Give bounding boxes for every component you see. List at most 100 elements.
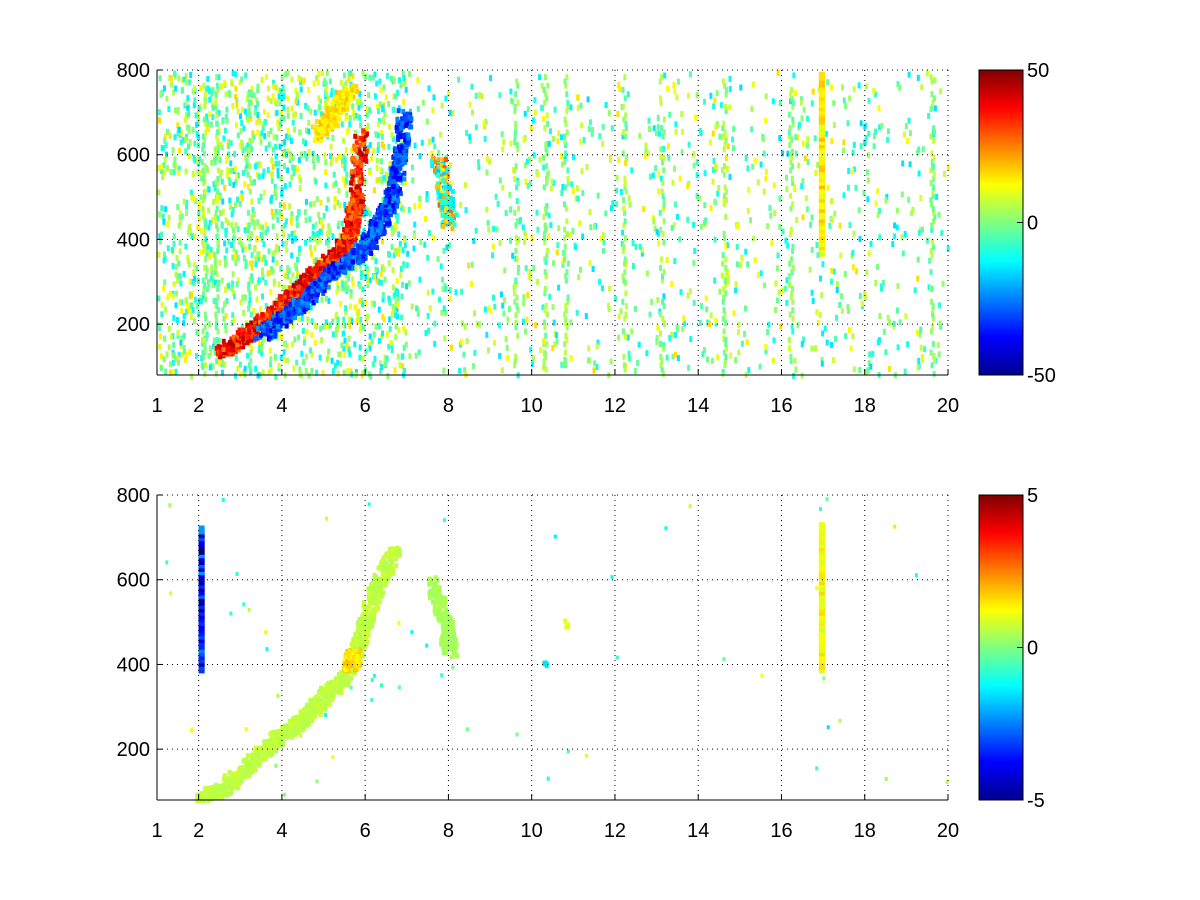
heatmap-cell bbox=[343, 280, 347, 287]
heatmap-cell bbox=[874, 200, 878, 207]
heatmap-cell bbox=[898, 84, 901, 91]
heatmap-cell bbox=[713, 198, 717, 205]
heatmap-cell bbox=[391, 284, 395, 291]
heatmap-cell bbox=[378, 176, 382, 183]
heatmap-cell bbox=[371, 232, 376, 238]
heatmap-cell bbox=[661, 231, 665, 237]
heatmap-cell bbox=[166, 164, 170, 171]
heatmap-cell bbox=[458, 367, 462, 374]
heatmap-cell bbox=[389, 171, 394, 176]
heatmap-cell bbox=[600, 285, 604, 292]
heatmap-cell bbox=[201, 175, 205, 182]
heatmap-cell bbox=[621, 273, 625, 280]
heatmap-cell bbox=[631, 263, 635, 269]
heatmap-cell bbox=[844, 103, 848, 110]
heatmap-cell bbox=[556, 242, 560, 249]
heatmap-cell bbox=[624, 303, 628, 309]
heatmap-cell bbox=[929, 180, 933, 187]
heatmap-cell bbox=[921, 226, 924, 233]
heatmap-cell bbox=[344, 272, 348, 279]
heatmap-cell bbox=[180, 213, 184, 220]
heatmap-cell bbox=[580, 122, 584, 129]
heatmap-cell bbox=[895, 307, 899, 314]
heatmap-cell bbox=[633, 368, 637, 375]
heatmap-cell bbox=[208, 364, 212, 371]
heatmap-cell bbox=[436, 172, 440, 178]
heatmap-cell bbox=[217, 354, 222, 360]
heatmap-cell bbox=[630, 167, 634, 174]
heatmap-cell bbox=[293, 293, 298, 299]
heatmap-cell bbox=[347, 264, 352, 270]
heatmap-cell bbox=[171, 293, 175, 300]
heatmap-cell bbox=[470, 83, 474, 90]
heatmap-cell bbox=[342, 316, 346, 323]
heatmap-cell bbox=[587, 357, 591, 364]
heatmap-cell bbox=[381, 225, 386, 231]
heatmap-cell bbox=[193, 233, 197, 240]
heatmap-cell bbox=[184, 72, 188, 79]
heatmap-cell bbox=[617, 313, 621, 320]
heatmap-cell bbox=[791, 286, 794, 292]
heatmap-cell bbox=[928, 257, 932, 264]
heatmap-cell bbox=[531, 117, 535, 124]
heatmap-cell bbox=[791, 247, 794, 254]
heatmap-cell bbox=[816, 161, 820, 168]
heatmap-cell bbox=[366, 272, 370, 279]
heatmap-cell bbox=[791, 99, 795, 106]
heatmap-cell bbox=[913, 287, 917, 294]
heatmap-cell bbox=[346, 244, 351, 250]
heatmap-cell bbox=[353, 241, 358, 247]
heatmap-cell bbox=[197, 311, 201, 318]
heatmap-cell bbox=[203, 163, 207, 170]
heatmap-cell bbox=[443, 177, 448, 183]
heatmap-cell bbox=[262, 254, 266, 261]
heatmap-cell bbox=[431, 107, 435, 114]
heatmap-cell bbox=[320, 337, 324, 344]
heatmap-cell bbox=[377, 108, 381, 115]
heatmap-cell bbox=[162, 285, 166, 292]
heatmap-cell bbox=[396, 108, 401, 114]
heatmap-cell bbox=[190, 194, 194, 201]
heatmap-cell bbox=[305, 303, 310, 308]
heatmap-cell bbox=[431, 136, 435, 143]
heatmap-cell bbox=[550, 178, 554, 185]
heatmap-cell bbox=[246, 235, 250, 242]
heatmap-cell bbox=[366, 123, 370, 129]
heatmap-cell bbox=[863, 139, 867, 146]
heatmap-cell bbox=[384, 361, 387, 368]
heatmap-cell bbox=[185, 303, 189, 310]
heatmap-cell bbox=[790, 256, 793, 263]
heatmap-cell bbox=[658, 78, 662, 85]
heatmap-cell bbox=[544, 273, 548, 280]
heatmap-cell bbox=[331, 247, 336, 253]
heatmap-cell bbox=[394, 93, 397, 100]
heatmap-cell bbox=[896, 81, 900, 88]
heatmap-cell bbox=[932, 209, 936, 216]
heatmap-cell bbox=[619, 188, 623, 195]
heatmap-cell bbox=[528, 274, 532, 281]
heatmap-cell bbox=[382, 316, 386, 323]
heatmap-cell bbox=[185, 297, 189, 304]
heatmap-cell bbox=[789, 192, 793, 199]
heatmap-cell bbox=[722, 294, 726, 301]
heatmap-cell bbox=[331, 331, 335, 338]
heatmap-cell bbox=[179, 343, 183, 349]
heatmap-cell bbox=[852, 142, 856, 148]
heatmap-cell bbox=[514, 353, 518, 360]
heatmap-cell bbox=[363, 239, 368, 245]
heatmap-cell bbox=[724, 91, 728, 98]
heatmap-cell bbox=[296, 92, 300, 98]
heatmap-cell bbox=[365, 112, 369, 119]
heatmap-cell bbox=[284, 71, 288, 78]
heatmap-cell bbox=[884, 197, 888, 204]
heatmap-cell bbox=[698, 128, 702, 134]
heatmap-cell bbox=[248, 91, 252, 98]
heatmap-cell bbox=[172, 233, 176, 240]
heatmap-cell bbox=[379, 360, 382, 367]
heatmap-cell bbox=[661, 133, 665, 140]
heatmap-cell bbox=[402, 368, 406, 374]
heatmap-cell bbox=[355, 135, 360, 141]
heatmap-cell bbox=[485, 331, 489, 338]
heatmap-cell bbox=[723, 362, 727, 369]
heatmap-cell bbox=[542, 358, 546, 365]
